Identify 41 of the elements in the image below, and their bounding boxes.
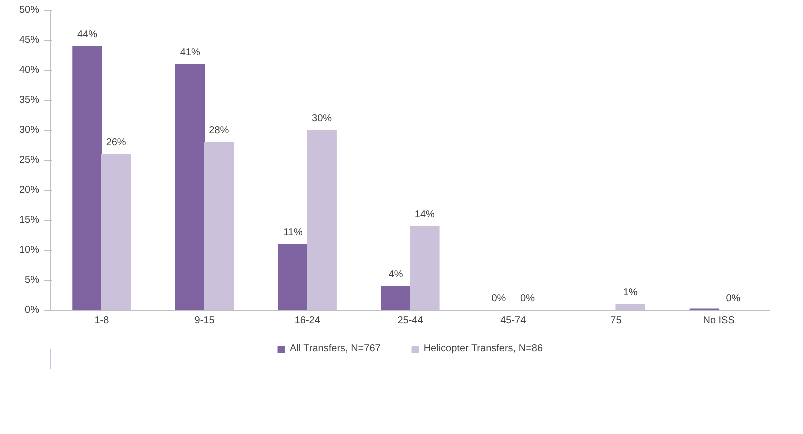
bar xyxy=(307,130,337,310)
legend-label: All Transfers, N=767 xyxy=(290,344,381,354)
x-tick-label: 1-8 xyxy=(94,316,110,326)
y-tick-label: 30% xyxy=(19,125,40,136)
x-tick-label: No ISS xyxy=(703,316,736,326)
x-tick-label: 16-24 xyxy=(294,316,321,326)
bar xyxy=(616,304,646,310)
data-label: 26% xyxy=(106,138,126,148)
x-tick-label: 45-74 xyxy=(500,316,527,326)
bar xyxy=(175,64,206,310)
y-tick-label: 40% xyxy=(19,65,40,76)
y-tick-label: 0% xyxy=(25,305,40,316)
data-label: 30% xyxy=(312,114,332,124)
y-tick-label: 45% xyxy=(19,35,40,46)
data-label: 41% xyxy=(180,48,200,58)
data-label: 0% xyxy=(520,294,536,304)
data-label: 0% xyxy=(492,294,506,304)
data-label: 14% xyxy=(414,210,436,220)
y-tick-label: 15% xyxy=(19,215,40,226)
x-tick-label: 9-15 xyxy=(194,316,216,326)
bar xyxy=(381,286,411,310)
y-tick-label: 20% xyxy=(19,185,40,196)
data-label: 1% xyxy=(623,288,638,298)
bar xyxy=(101,154,132,310)
y-tick-label: 25% xyxy=(19,155,40,166)
y-tick-label: 10% xyxy=(19,245,40,256)
x-tick-label: 75 xyxy=(610,316,622,326)
y-tick-label: 5% xyxy=(25,275,40,286)
data-label: 11% xyxy=(284,228,303,238)
y-tick-label: 50% xyxy=(19,5,40,16)
bar xyxy=(72,46,102,310)
legend-label: Helicopter Transfers, N=86 xyxy=(424,344,544,354)
y-tick-label: 35% xyxy=(19,95,40,106)
data-label: 4% xyxy=(388,270,404,280)
data-label: 44% xyxy=(78,30,98,40)
bar xyxy=(278,244,308,310)
bar xyxy=(410,226,440,310)
data-label: 28% xyxy=(209,126,230,136)
data-label: 0% xyxy=(726,294,741,304)
bar xyxy=(204,142,234,310)
x-tick-label: 25-44 xyxy=(398,316,424,326)
